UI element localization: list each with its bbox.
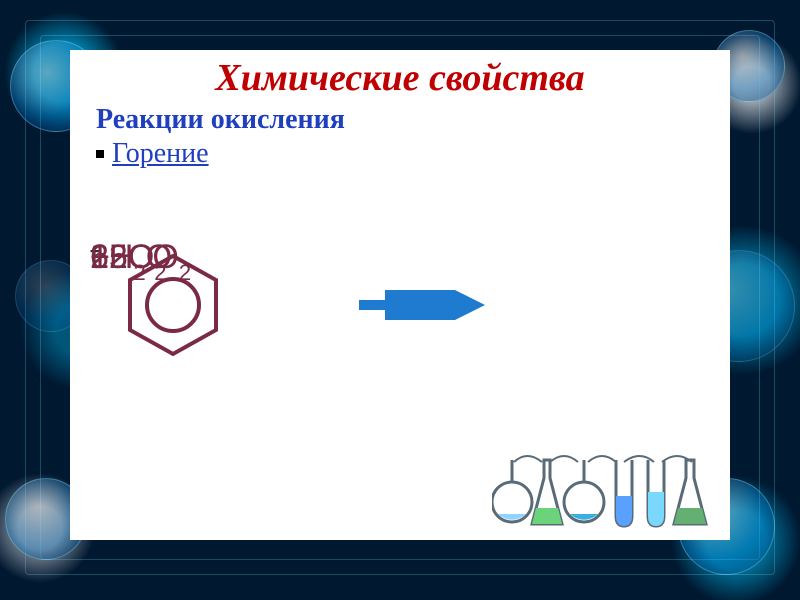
slide-frame: Химические свойства Реакции окисления Го…	[0, 0, 800, 600]
bullet-marker-icon	[96, 150, 104, 158]
subheading-oxidation: Реакции окисления	[96, 104, 710, 136]
combustion-equation: 2 + 15O2 t 12CO2 +	[90, 240, 710, 390]
slide-panel: Химические свойства Реакции окисления Го…	[70, 50, 730, 540]
slide-title: Химические свойства	[90, 56, 710, 100]
bullet-combustion: Горение	[96, 138, 710, 170]
reaction-arrow-icon	[355, 290, 495, 320]
bullet-combustion-link[interactable]: Горение	[112, 138, 209, 169]
lab-glassware-icon	[492, 444, 712, 534]
term-h2o: 6H2O	[90, 240, 172, 280]
